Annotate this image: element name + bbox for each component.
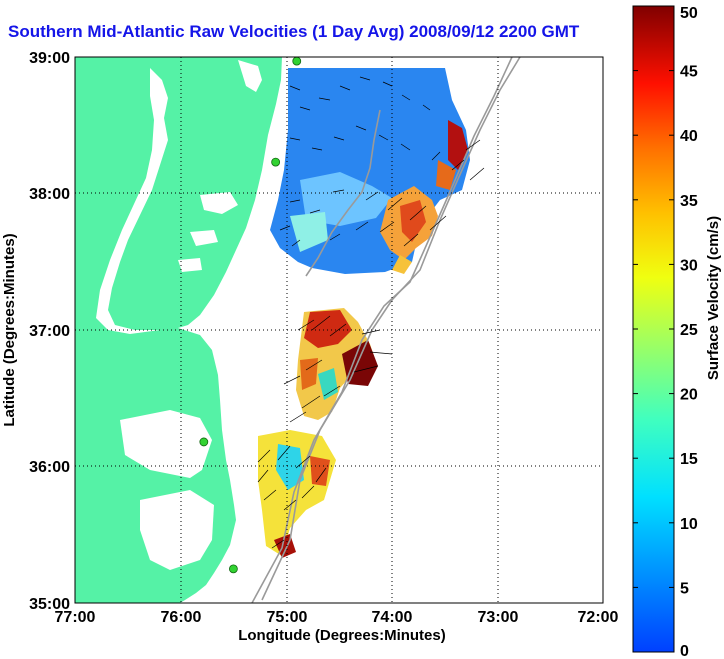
colorbar-tick-label: 40 [680,128,698,145]
radar-station-marker [199,437,209,447]
map-title: Southern Mid-Atlantic Raw Velocities (1 … [8,22,580,41]
colorbar-tick-label: 35 [680,193,698,210]
x-tick-label: 77:00 [55,609,96,626]
y-axis-label: Latitude (Degrees:Minutes) [1,233,18,426]
land-mass [75,57,282,603]
y-tick-label: 38:00 [29,186,70,203]
x-tick-label: 75:00 [267,609,308,626]
graticule [75,57,603,603]
plot-frame [74,56,604,604]
y-tick-label: 39:00 [29,50,70,67]
colorbar-tick-label: 45 [680,64,698,81]
velocity-vectors [257,76,485,549]
x-axis-ticks: 77:00 76:00 75:00 74:00 73:00 72:00 [55,609,619,626]
colorbar-label: Surface Velocity (cm/s) [705,216,722,380]
colorbar-tick-label: 50 [680,5,698,22]
x-tick-label: 73:00 [478,609,519,626]
colorbar-tick-label: 30 [680,257,698,274]
x-axis-label: Longitude (Degrees:Minutes) [238,627,446,644]
colorbar-tick-label: 20 [680,387,698,404]
radar-station-marker [271,157,281,167]
y-axis-ticks: 39:00 38:00 37:00 36:00 35:00 [29,50,70,613]
radar-stations [199,56,302,574]
radar-station-marker [292,56,302,66]
x-tick-label: 76:00 [161,609,202,626]
colorbar-tick-label: 10 [680,516,698,533]
colorbar-tick-label: 5 [680,580,689,597]
x-tick-label: 74:00 [372,609,413,626]
y-tick-label: 36:00 [29,459,70,476]
velocity-field-central [296,308,378,420]
colorbar-tick-label: 25 [680,322,698,339]
y-tick-label: 37:00 [29,323,70,340]
colorbar-tick-label: 0 [680,643,689,659]
velocity-field-south [258,430,336,558]
colorbar-ticks: 0 5 10 15 20 25 30 35 40 45 50 [633,5,698,659]
x-tick-label: 72:00 [578,609,619,626]
y-tick-label: 35:00 [29,596,70,613]
colorbar-tick-label: 15 [680,451,698,468]
colorbar [632,5,675,653]
radar-station-marker [228,564,238,574]
bathymetry-contours [251,56,521,604]
